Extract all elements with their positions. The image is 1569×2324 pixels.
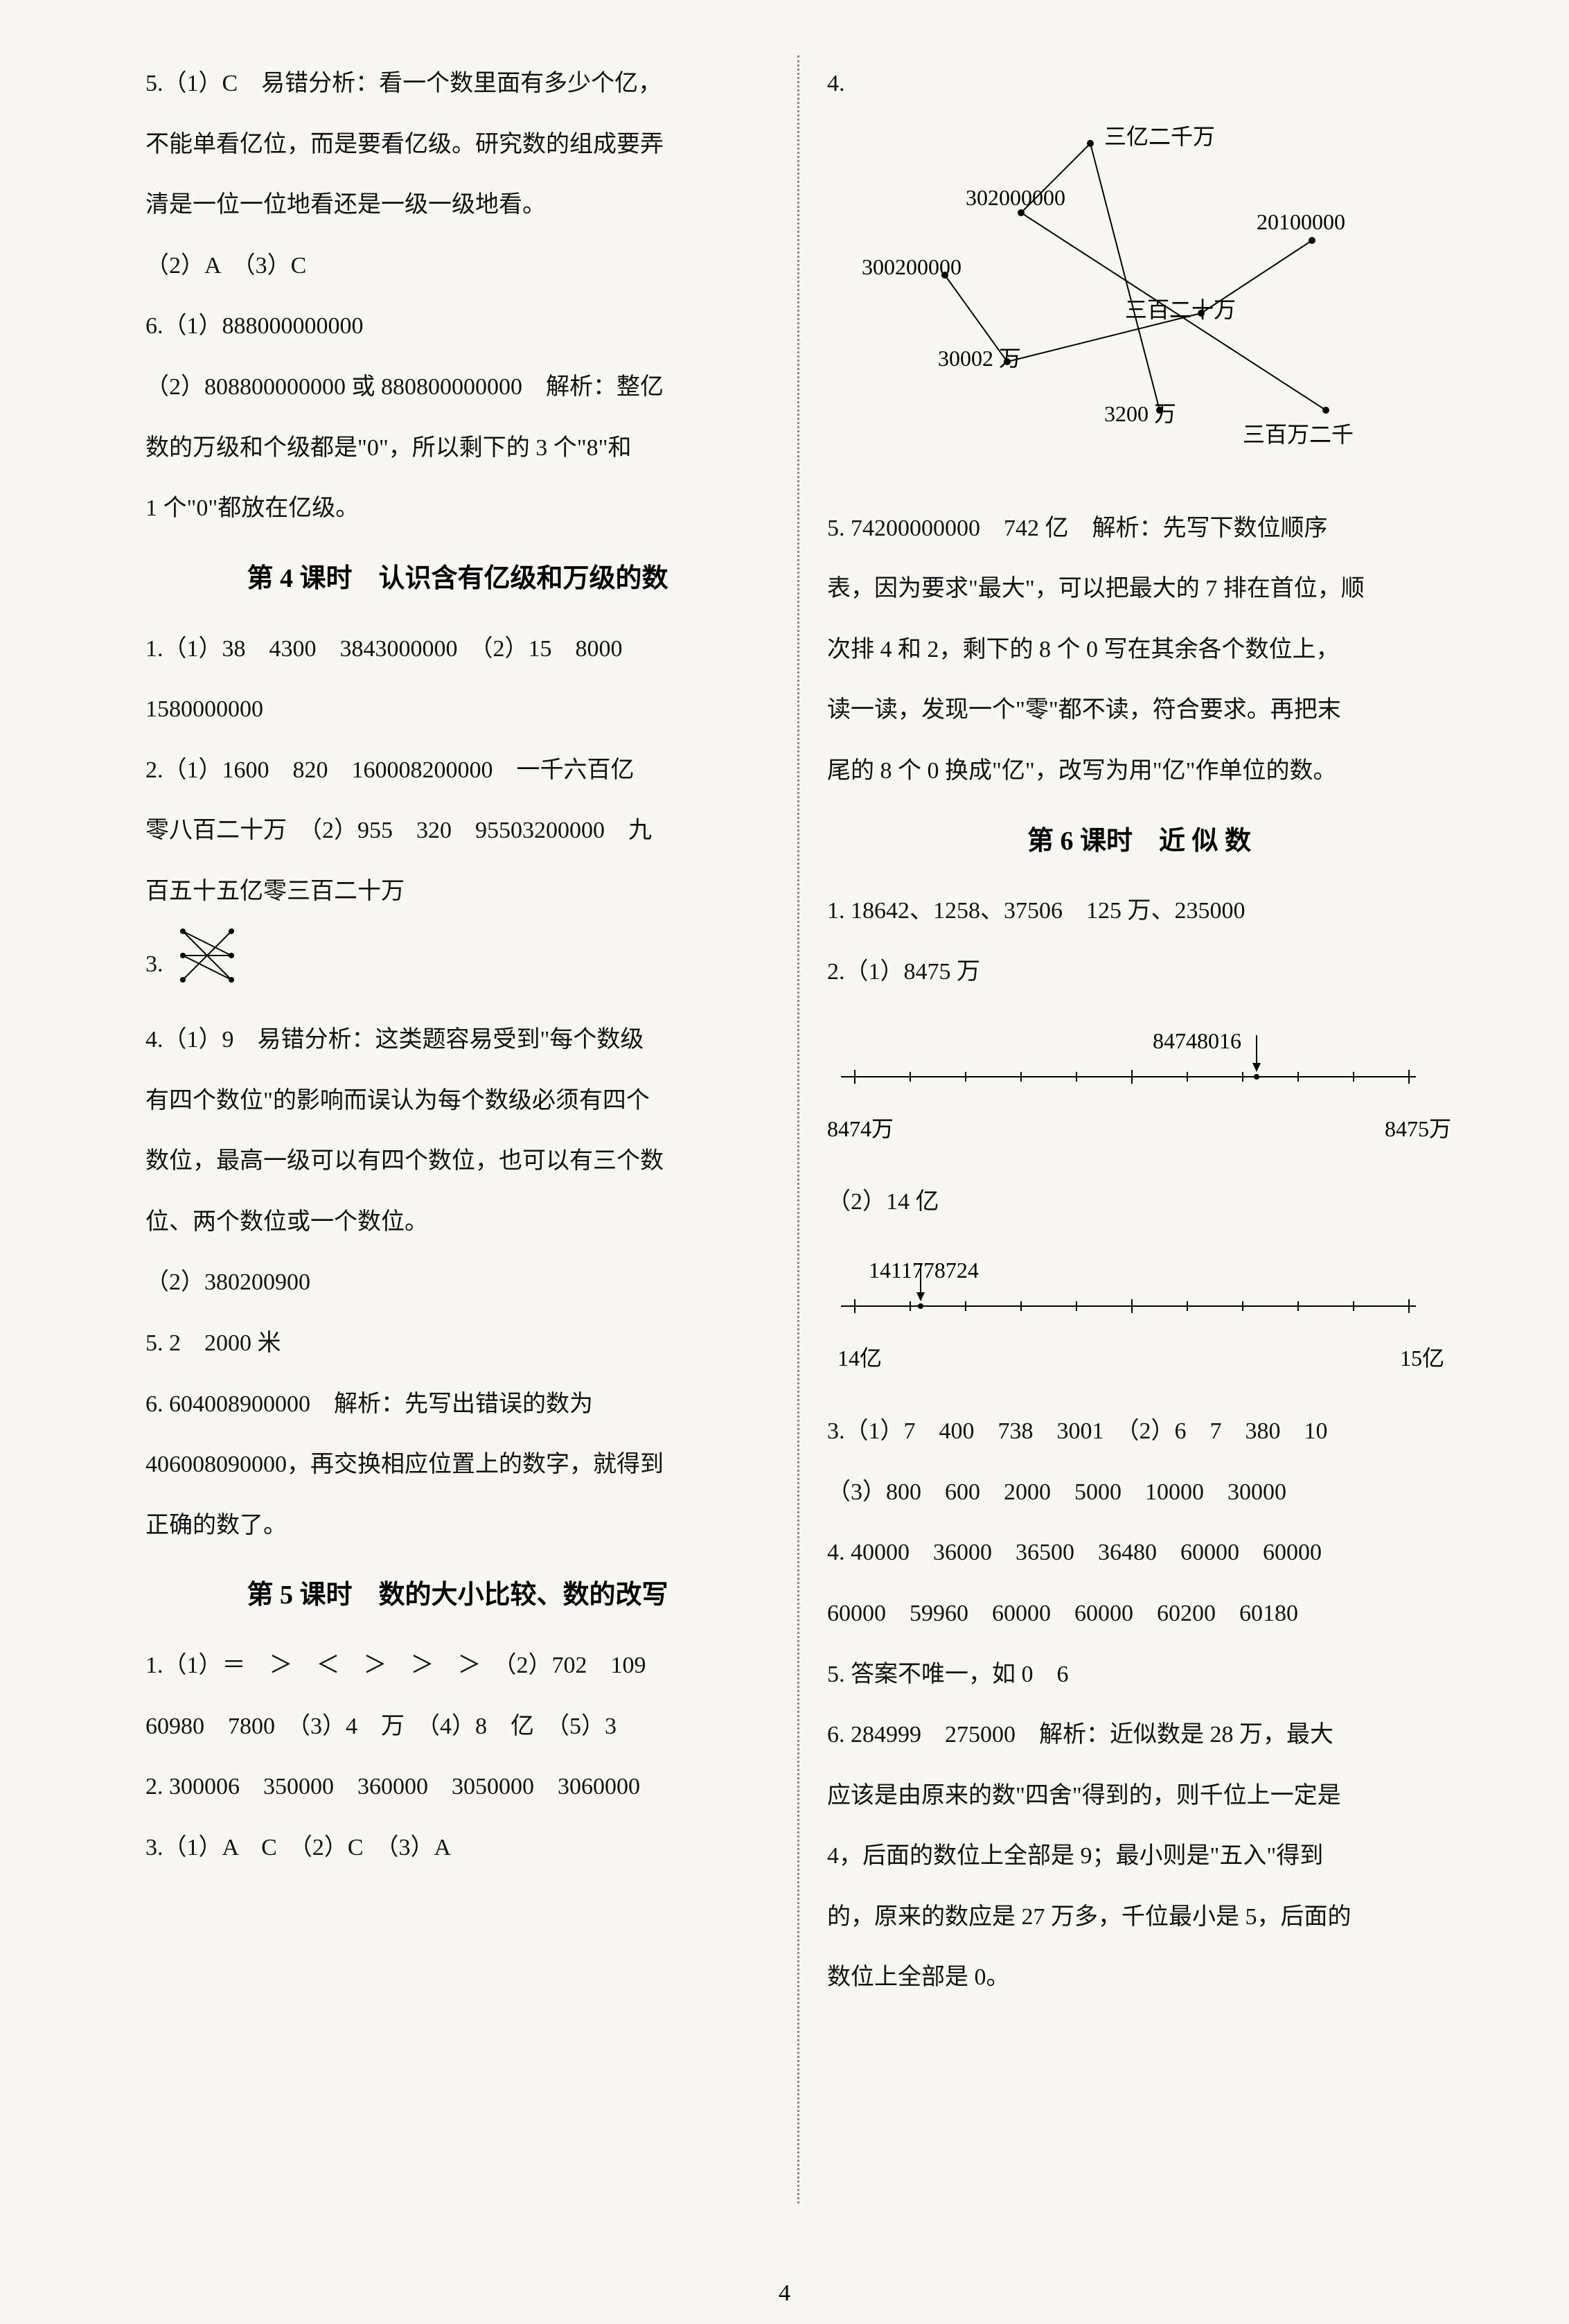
text-line: 1.（1）38 4300 3843000000 （2）15 8000 [145, 621, 770, 678]
q4-label: 4. [827, 55, 1451, 112]
number-line-2: 1411778724 14亿 15亿 [827, 1258, 1451, 1375]
text-line: （2）14 亿 [827, 1174, 1451, 1231]
text-line: 数的万级和个级都是"0"，所以剩下的 3 个"8"和 [145, 420, 770, 477]
text-line: 表，因为要求"最大"，可以把最大的 7 排在首位，顺 [827, 561, 1451, 617]
text-span: 406008090000，再交换相应位置上的数字，就得到 [145, 1452, 664, 1477]
diagram-node: 30002 万 [938, 341, 1021, 373]
text-line: 5.（1）C 易错分析：看一个数里面有多少个亿， [145, 55, 770, 112]
matching-cross-icon [176, 924, 238, 1008]
diagram-node: 300200000 [862, 254, 961, 280]
numline-right-label: 8475万 [1385, 1111, 1451, 1143]
text-line: 位、两个数位或一个数位。 [145, 1194, 770, 1251]
left-column: 5.（1）C 易错分析：看一个数里面有多少个亿， 不能单看亿位，而是要看亿级。研… [125, 55, 790, 2282]
diagram-node: 三亿二千万 [1104, 119, 1215, 151]
text-line: 5. 2 2000 米 [145, 1315, 770, 1372]
text-line: 正确的数了。 [145, 1497, 770, 1554]
text-line: 有四个数位"的影响而误认为每个数级必须有四个 [145, 1073, 770, 1129]
section-4-title: 第 4 课时 认识含有亿级和万级的数 [145, 558, 770, 600]
text-line: 4，后面的数位上全部是 9；最小则是"五入"得到 [827, 1828, 1451, 1885]
text-line: 3. [145, 924, 770, 1008]
text-line: 不能单看亿位，而是要看亿级。研究数的组成要弄 [145, 116, 770, 173]
text-line: 3.（1）A C （2）C （3）A [145, 1820, 770, 1876]
text-line: （2）A （3）C [145, 238, 770, 294]
diagram-node: 3200 万 [1104, 396, 1176, 428]
text-line: 5. 74200000000 742 亿 解析：先写下数位顺序 [827, 500, 1451, 557]
numline-left-label: 14亿 [837, 1341, 882, 1373]
section-5-title: 第 5 课时 数的大小比较、数的改写 [145, 1574, 770, 1617]
text-line: 60000 59960 60000 60000 60200 60180 [827, 1585, 1451, 1642]
text-line: （2）380200900 [145, 1254, 770, 1311]
text-line: 2. 300006 350000 360000 3050000 3060000 [145, 1759, 770, 1815]
matching-diagram: 三亿二千万 302000000 300200000 20100000 三百二十万… [827, 119, 1451, 479]
text-line: 60980 7800 （3）4 万 （4）8 亿 （5）3 [145, 1698, 770, 1755]
text-line: 数位，最高一级可以有四个数位，也可以有三个数 [145, 1133, 770, 1190]
numline-right-label: 15亿 [1400, 1341, 1444, 1373]
text-line: 406008090000，再交换相应位置上的数字，就得到 [145, 1436, 770, 1493]
text-line: 尾的 8 个 0 换成"亿"，改写为用"亿"作单位的数。 [827, 743, 1451, 800]
text-line: 零八百二十万 （2）955 320 95503200000 九 [145, 802, 770, 859]
diagram-node: 三百二十万 [1125, 292, 1236, 324]
text-line: 1.（1）＝ ＞ ＜ ＞ ＞ ＞ （2）702 109 [145, 1637, 770, 1694]
text-line: 次排 4 和 2，剩下的 8 个 0 写在其余各个数位上， [827, 622, 1451, 678]
numline-top-label: 1411778724 [869, 1258, 979, 1283]
section-6-title: 第 6 课时 近 似 数 [827, 820, 1451, 863]
text-line: 1580000000 [145, 681, 770, 738]
text-line: 6. 284999 275000 解析：近似数是 28 万，最大 [827, 1707, 1451, 1763]
text-line: 读一读，发现一个"零"都不读，符合要求。再把末 [827, 682, 1451, 739]
text-line: 6.（1）888000000000 [145, 298, 770, 355]
text-line: （3）800 600 2000 5000 10000 30000 [827, 1464, 1451, 1521]
text-line: 4.（1）9 易错分析：这类题容易受到"每个数级 [145, 1012, 770, 1068]
text-line: 1 个"0"都放在亿级。 [145, 480, 770, 537]
text-line: 2.（1）1600 820 160008200000 一千六百亿 [145, 742, 770, 799]
text-line: 4. 40000 36000 36500 36480 60000 60000 [827, 1524, 1451, 1581]
text-line: 1. 18642、1258、37506 125 万、235000 [827, 883, 1451, 940]
text-line: （2）808800000000 或 880800000000 解析：整亿 [145, 359, 770, 416]
page-number: 4 [779, 2280, 790, 2307]
numline-left-label: 8474万 [827, 1111, 894, 1143]
text-line: 6. 604008900000 解析：先写出错误的数为 [145, 1376, 770, 1433]
text-line: 应该是由原来的数"四舍"得到的，则千位上一定是 [827, 1768, 1451, 1824]
diagram-node: 三百万二千 [1243, 417, 1354, 449]
right-column: 4. 三亿二千万 302000000 30020000 [806, 55, 1472, 2282]
text-line: 清是一位一位地看还是一级一级地看。 [145, 177, 770, 234]
numline-top-label: 84748016 [1153, 1028, 1241, 1054]
text-line: 的，原来的数应是 27 万多，千位最小是 5，后面的 [827, 1889, 1451, 1946]
text-line: 3.（1）7 400 738 3001 （2）6 7 380 10 [827, 1403, 1451, 1460]
diagram-node: 302000000 [966, 185, 1065, 211]
column-divider [797, 55, 799, 2203]
text-line: 百五十五亿零三百二十万 [145, 863, 770, 920]
diagram-node: 20100000 [1257, 209, 1345, 235]
text-line: 5. 答案不唯一，如 0 6 [827, 1646, 1451, 1703]
text-line: 数位上全部是 0。 [827, 1949, 1451, 2006]
q3-label: 3. [145, 951, 163, 977]
text-line: 2.（1）8475 万 [827, 944, 1451, 1001]
number-line-1: 84748016 8474万 8475万 [827, 1028, 1451, 1146]
